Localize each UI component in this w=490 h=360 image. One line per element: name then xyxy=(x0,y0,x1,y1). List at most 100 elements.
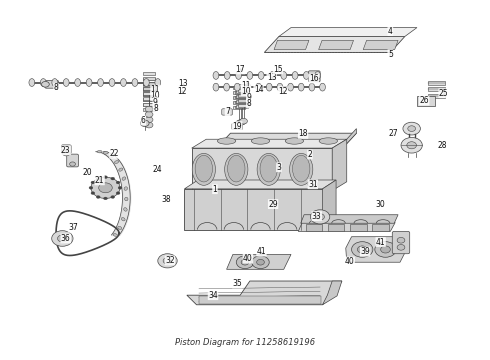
Polygon shape xyxy=(274,40,309,50)
FancyBboxPatch shape xyxy=(309,71,320,82)
Ellipse shape xyxy=(224,153,248,185)
Circle shape xyxy=(252,256,269,269)
Ellipse shape xyxy=(213,72,219,79)
Circle shape xyxy=(163,258,172,264)
Text: 24: 24 xyxy=(153,165,163,174)
Circle shape xyxy=(91,177,120,198)
Text: 7: 7 xyxy=(225,107,230,116)
Bar xyxy=(372,224,389,231)
Text: 33: 33 xyxy=(312,212,321,221)
Bar xyxy=(143,93,155,95)
Ellipse shape xyxy=(223,83,229,91)
Circle shape xyxy=(352,242,373,257)
Bar xyxy=(350,224,367,231)
Text: 1: 1 xyxy=(213,185,218,194)
Circle shape xyxy=(103,197,107,200)
Text: 3: 3 xyxy=(276,163,281,172)
Ellipse shape xyxy=(285,138,304,144)
Bar xyxy=(235,105,246,108)
Ellipse shape xyxy=(155,78,161,86)
Ellipse shape xyxy=(258,72,264,79)
Text: 14: 14 xyxy=(254,85,264,94)
Text: 13: 13 xyxy=(178,79,188,88)
Text: 35: 35 xyxy=(232,279,242,288)
Ellipse shape xyxy=(251,138,270,144)
Polygon shape xyxy=(265,36,405,53)
Ellipse shape xyxy=(114,161,119,163)
Ellipse shape xyxy=(52,78,58,86)
Ellipse shape xyxy=(192,153,216,185)
Bar xyxy=(143,87,155,90)
Text: 11: 11 xyxy=(241,81,251,90)
Bar xyxy=(236,100,248,103)
Text: 30: 30 xyxy=(376,200,386,209)
Bar xyxy=(143,108,155,111)
Bar xyxy=(236,95,248,98)
Ellipse shape xyxy=(277,83,283,91)
Ellipse shape xyxy=(218,138,236,144)
Text: Piston Diagram for 11258619196: Piston Diagram for 11258619196 xyxy=(175,338,315,347)
Text: 22: 22 xyxy=(109,149,119,158)
Circle shape xyxy=(57,235,67,242)
Ellipse shape xyxy=(132,78,138,86)
Ellipse shape xyxy=(124,197,128,201)
Circle shape xyxy=(145,106,153,112)
Circle shape xyxy=(103,176,107,179)
Circle shape xyxy=(145,112,153,117)
Text: 18: 18 xyxy=(298,130,308,139)
Ellipse shape xyxy=(40,78,46,86)
Ellipse shape xyxy=(144,78,149,86)
Text: 10: 10 xyxy=(150,91,160,100)
Ellipse shape xyxy=(121,78,126,86)
Text: 25: 25 xyxy=(439,89,448,98)
Ellipse shape xyxy=(236,72,242,79)
Bar xyxy=(143,72,155,75)
Polygon shape xyxy=(318,40,353,50)
FancyBboxPatch shape xyxy=(45,80,58,88)
Bar xyxy=(233,96,245,99)
Circle shape xyxy=(357,246,367,253)
Polygon shape xyxy=(322,180,336,230)
Bar xyxy=(143,98,155,100)
Bar xyxy=(428,94,445,98)
Text: 20: 20 xyxy=(83,168,93,177)
Ellipse shape xyxy=(293,156,310,182)
Ellipse shape xyxy=(63,78,69,86)
Circle shape xyxy=(403,122,420,135)
Bar xyxy=(235,96,246,99)
Bar xyxy=(238,89,249,92)
Polygon shape xyxy=(342,129,356,149)
Circle shape xyxy=(375,242,396,257)
Circle shape xyxy=(52,231,73,246)
Bar xyxy=(143,87,155,90)
Circle shape xyxy=(310,210,330,224)
Text: 27: 27 xyxy=(389,130,398,139)
Text: 40: 40 xyxy=(345,257,355,266)
Polygon shape xyxy=(192,139,347,148)
Text: 38: 38 xyxy=(162,195,172,204)
Text: 12: 12 xyxy=(278,86,288,95)
Circle shape xyxy=(70,162,75,166)
Text: 29: 29 xyxy=(269,199,278,208)
Text: 31: 31 xyxy=(308,180,318,189)
Text: 16: 16 xyxy=(309,74,318,83)
Text: 13: 13 xyxy=(267,73,276,82)
Ellipse shape xyxy=(227,156,245,182)
Polygon shape xyxy=(279,28,417,36)
Text: 26: 26 xyxy=(419,96,429,105)
Circle shape xyxy=(381,246,391,253)
FancyBboxPatch shape xyxy=(232,123,243,130)
Ellipse shape xyxy=(113,234,118,237)
Circle shape xyxy=(145,117,153,123)
Ellipse shape xyxy=(247,72,253,79)
Bar xyxy=(199,296,320,304)
Text: 32: 32 xyxy=(165,256,175,265)
Ellipse shape xyxy=(224,72,230,79)
Circle shape xyxy=(89,186,93,189)
Circle shape xyxy=(401,138,422,153)
Bar xyxy=(233,101,245,104)
Circle shape xyxy=(62,150,70,156)
Ellipse shape xyxy=(319,83,325,91)
Ellipse shape xyxy=(109,155,114,158)
Bar xyxy=(143,88,155,91)
